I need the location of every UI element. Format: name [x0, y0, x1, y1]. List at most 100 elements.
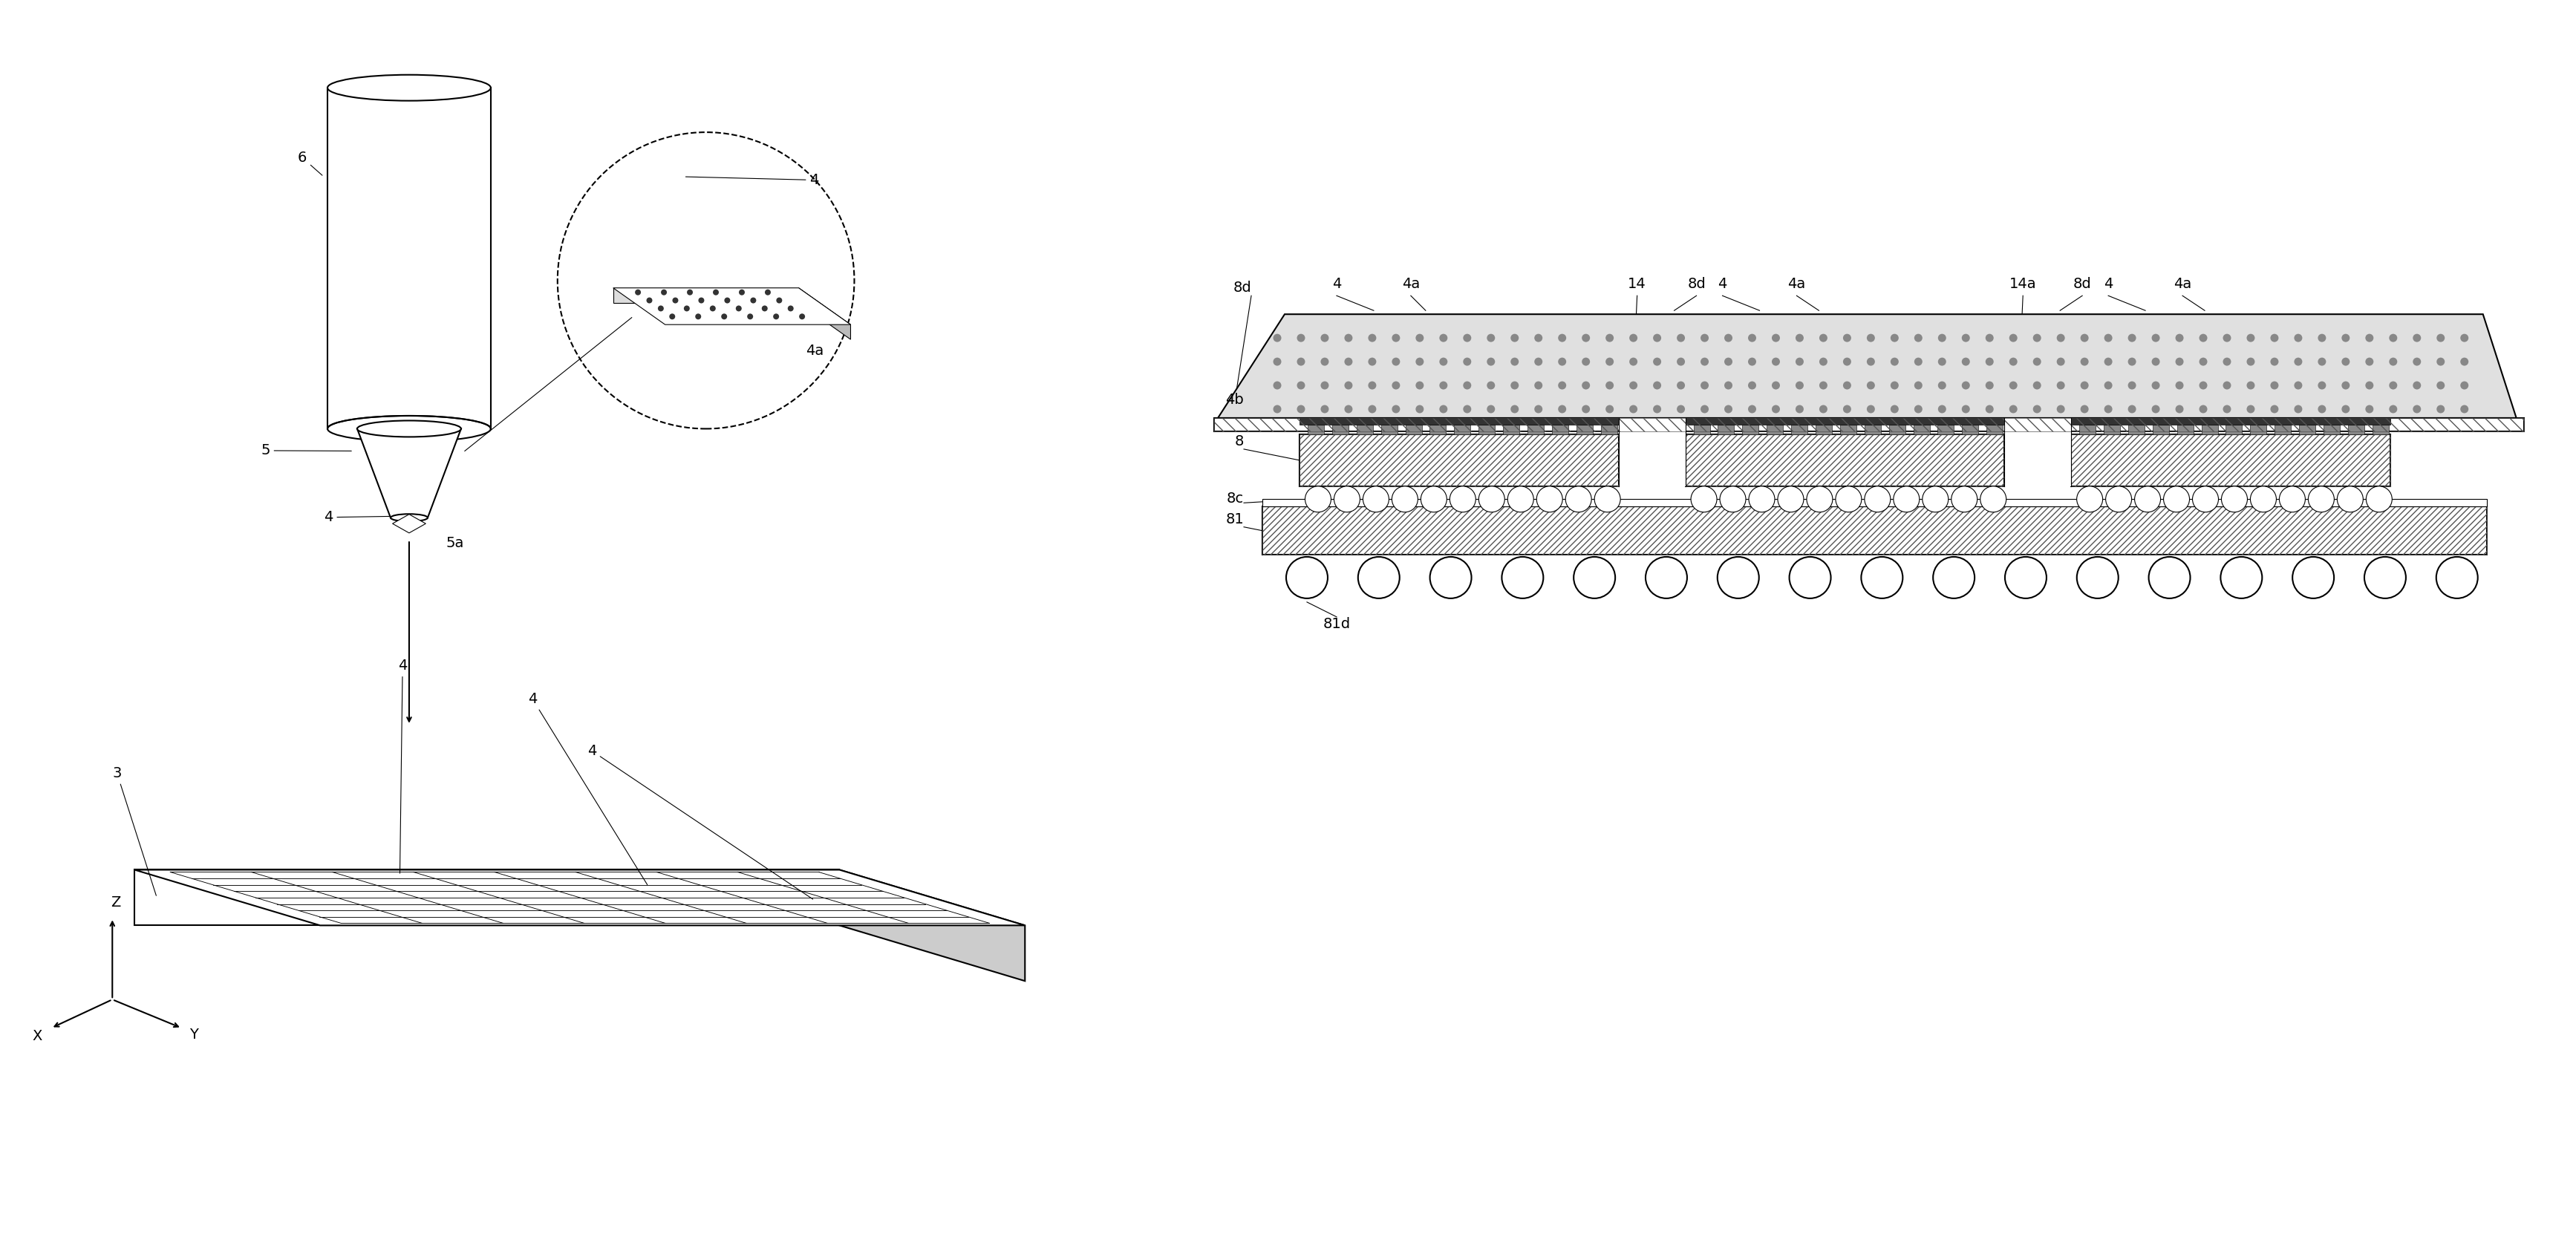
Ellipse shape	[327, 74, 492, 101]
Circle shape	[1654, 334, 1662, 341]
Circle shape	[1963, 334, 1971, 341]
Bar	[2128, 425, 2143, 435]
Circle shape	[1963, 358, 1971, 365]
Circle shape	[1605, 358, 1613, 365]
Circle shape	[2295, 358, 2303, 365]
Circle shape	[762, 305, 768, 311]
Circle shape	[1510, 404, 1520, 413]
Circle shape	[1535, 334, 1543, 341]
Bar	[2275, 425, 2290, 435]
Bar	[1427, 499, 1440, 507]
Circle shape	[1749, 382, 1757, 389]
Circle shape	[2318, 334, 2326, 341]
Circle shape	[711, 305, 716, 311]
Circle shape	[1345, 404, 1352, 413]
Circle shape	[1963, 382, 1971, 389]
Text: 81: 81	[1226, 512, 1244, 527]
Circle shape	[2081, 382, 2089, 389]
Circle shape	[1417, 404, 1425, 413]
Circle shape	[1963, 404, 1971, 413]
Circle shape	[1986, 334, 1994, 341]
Text: 14a: 14a	[2009, 277, 2038, 291]
Bar	[1512, 499, 1528, 507]
Circle shape	[1772, 358, 1780, 365]
Circle shape	[1463, 334, 1471, 341]
Bar	[2112, 499, 2125, 507]
Circle shape	[2200, 382, 2208, 389]
Bar	[1914, 425, 1929, 435]
Circle shape	[2128, 334, 2136, 341]
Ellipse shape	[327, 416, 492, 442]
Circle shape	[2032, 358, 2040, 365]
Ellipse shape	[392, 514, 428, 522]
Circle shape	[2437, 382, 2445, 389]
Bar	[1600, 425, 1618, 435]
Circle shape	[2151, 334, 2159, 341]
Circle shape	[1677, 334, 1685, 341]
Circle shape	[1535, 404, 1543, 413]
Circle shape	[2076, 557, 2117, 598]
Circle shape	[1677, 382, 1685, 389]
Circle shape	[2318, 382, 2326, 389]
Circle shape	[1700, 382, 1708, 389]
Circle shape	[1628, 358, 1638, 365]
Circle shape	[1296, 358, 1306, 365]
Circle shape	[2365, 382, 2372, 389]
Text: 5a: 5a	[446, 537, 464, 551]
Bar	[2071, 418, 2391, 425]
Circle shape	[1842, 404, 1852, 413]
Bar	[1309, 425, 1324, 435]
Circle shape	[1914, 358, 1922, 365]
Circle shape	[683, 305, 690, 311]
Circle shape	[2251, 486, 2277, 512]
Circle shape	[2414, 382, 2421, 389]
Circle shape	[2246, 334, 2254, 341]
Circle shape	[1535, 486, 1564, 512]
Circle shape	[2081, 404, 2089, 413]
Circle shape	[1368, 382, 1376, 389]
Polygon shape	[613, 287, 850, 325]
Circle shape	[2460, 334, 2468, 341]
Circle shape	[2295, 382, 2303, 389]
Bar	[1262, 499, 2486, 507]
Circle shape	[1582, 334, 1589, 341]
Text: 81d: 81d	[1324, 617, 1350, 631]
Circle shape	[1914, 382, 1922, 389]
Bar	[1571, 499, 1587, 507]
Bar	[1726, 499, 1741, 507]
Circle shape	[2318, 358, 2326, 365]
Circle shape	[1922, 486, 1947, 512]
Bar	[1685, 435, 2004, 486]
Circle shape	[1296, 382, 1306, 389]
Ellipse shape	[358, 421, 461, 437]
Bar	[1368, 499, 1383, 507]
Circle shape	[1795, 382, 1803, 389]
Bar	[1718, 425, 1734, 435]
Text: 4: 4	[325, 510, 397, 524]
Circle shape	[1646, 557, 1687, 598]
Circle shape	[1749, 334, 1757, 341]
Circle shape	[788, 305, 793, 311]
Circle shape	[2342, 382, 2349, 389]
Text: 4b: 4b	[1226, 392, 1244, 407]
Circle shape	[1795, 334, 1803, 341]
Bar	[1754, 499, 1770, 507]
Circle shape	[1595, 486, 1620, 512]
Polygon shape	[840, 869, 1025, 982]
Circle shape	[2437, 404, 2445, 413]
Polygon shape	[134, 869, 840, 925]
Circle shape	[1334, 486, 1360, 512]
Circle shape	[1749, 486, 1775, 512]
Circle shape	[1842, 334, 1852, 341]
Circle shape	[2148, 557, 2190, 598]
Bar	[1888, 425, 1906, 435]
Circle shape	[2105, 486, 2130, 512]
Bar	[1543, 499, 1556, 507]
Circle shape	[2388, 382, 2398, 389]
Circle shape	[1986, 404, 1994, 413]
Circle shape	[2308, 486, 2334, 512]
Circle shape	[1937, 358, 1945, 365]
Circle shape	[1321, 358, 1329, 365]
Bar	[1502, 425, 1520, 435]
Circle shape	[1914, 334, 1922, 341]
